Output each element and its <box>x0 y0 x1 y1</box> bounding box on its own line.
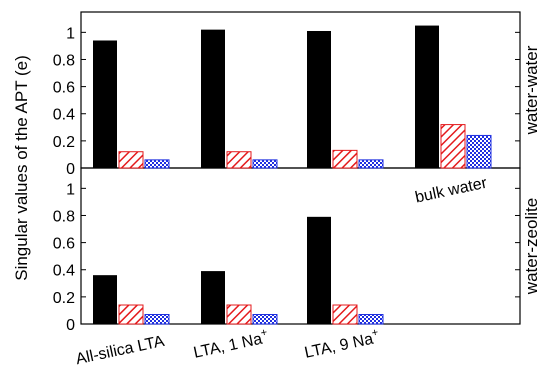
ytick-label-bottom-5: 1 <box>66 181 75 198</box>
bar-bottom-group1-series1 <box>93 275 117 324</box>
panel-label-water-water: water-water <box>522 45 541 135</box>
bar-bottom-group2-series3 <box>252 314 278 325</box>
bar-top-group4-series2 <box>440 124 466 169</box>
ytick-label-top-2: 0.4 <box>53 107 75 124</box>
bar-top-group2-series2 <box>226 151 252 169</box>
bar-bottom-group3-series2 <box>332 304 358 325</box>
top-panel-bars <box>93 25 492 169</box>
ytick-label-bottom-1: 0.2 <box>53 290 75 307</box>
x-label-lta-1na: LTA, 1 Na+ <box>191 326 270 361</box>
bar-bottom-group3-series3 <box>358 314 384 325</box>
bottom-panel-bars <box>93 216 384 325</box>
bar-bottom-group1-series2 <box>118 304 144 325</box>
x-label-lta-9na: LTA, 9 Na+ <box>302 326 381 361</box>
bar-top-group3-series2 <box>332 149 358 169</box>
bar-bottom-group3-series1 <box>307 216 331 324</box>
bar-top-group1-series2 <box>118 151 144 169</box>
bar-top-group1-series1 <box>93 40 117 169</box>
bar-top-group2-series3 <box>252 159 278 169</box>
ytick-label-bottom-2: 0.4 <box>53 263 75 280</box>
bulk-water-label: bulk water <box>414 175 490 207</box>
ytick-label-top-4: 0.8 <box>53 52 75 69</box>
bar-bottom-group1-series3 <box>144 314 170 325</box>
y-axis-ticks: 0 0.2 0.4 0.6 0.8 1 0 0.2 0.4 0.6 0.8 1 <box>53 25 520 334</box>
ytick-label-top-0: 0 <box>66 161 75 178</box>
ytick-label-top-5: 1 <box>66 25 75 42</box>
y-axis-label: Singular values of the APT (e) <box>12 55 31 281</box>
ytick-label-bottom-4: 0.8 <box>53 208 75 225</box>
panel-bottom-frame <box>80 167 521 325</box>
bar-top-group1-series3 <box>144 159 170 169</box>
ytick-label-bottom-3: 0.6 <box>53 236 75 253</box>
bar-top-group4-series3 <box>466 134 492 169</box>
ytick-label-bottom-0: 0 <box>66 317 75 334</box>
bar-bottom-group2-series2 <box>226 304 252 325</box>
x-label-all-silica: All-silica LTA <box>74 333 166 368</box>
ytick-label-top-1: 0.2 <box>53 134 75 151</box>
ytick-label-top-3: 0.6 <box>53 80 75 97</box>
bar-top-group3-series1 <box>307 30 331 169</box>
bar-top-group4-series1 <box>415 25 439 169</box>
panel-label-water-zeolite: water-zeolite <box>522 198 541 295</box>
bar-top-group2-series1 <box>201 29 225 169</box>
bar-bottom-group2-series1 <box>201 271 225 324</box>
bar-top-group3-series3 <box>358 159 384 169</box>
